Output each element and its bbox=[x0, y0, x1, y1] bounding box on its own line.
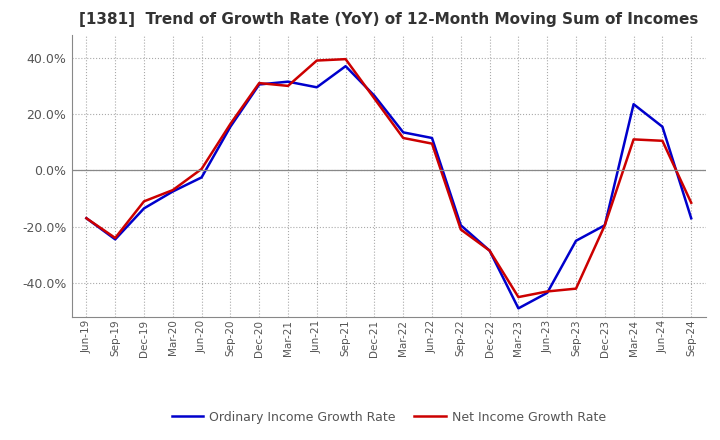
Net Income Growth Rate bbox=[341, 56, 350, 62]
Ordinary Income Growth Rate bbox=[629, 102, 638, 107]
Ordinary Income Growth Rate bbox=[658, 124, 667, 129]
Ordinary Income Growth Rate bbox=[197, 175, 206, 180]
Ordinary Income Growth Rate bbox=[456, 223, 465, 228]
Net Income Growth Rate bbox=[284, 83, 292, 88]
Ordinary Income Growth Rate bbox=[168, 189, 177, 194]
Line: Net Income Growth Rate: Net Income Growth Rate bbox=[86, 59, 691, 297]
Ordinary Income Growth Rate bbox=[226, 124, 235, 129]
Ordinary Income Growth Rate bbox=[255, 82, 264, 87]
Net Income Growth Rate bbox=[543, 289, 552, 294]
Net Income Growth Rate bbox=[658, 138, 667, 143]
Net Income Growth Rate bbox=[82, 216, 91, 221]
Ordinary Income Growth Rate bbox=[111, 237, 120, 242]
Net Income Growth Rate bbox=[687, 200, 696, 205]
Ordinary Income Growth Rate bbox=[82, 216, 91, 221]
Ordinary Income Growth Rate bbox=[485, 248, 494, 253]
Net Income Growth Rate bbox=[456, 227, 465, 232]
Net Income Growth Rate bbox=[168, 187, 177, 193]
Net Income Growth Rate bbox=[399, 136, 408, 141]
Ordinary Income Growth Rate bbox=[370, 93, 379, 99]
Ordinary Income Growth Rate bbox=[341, 63, 350, 69]
Net Income Growth Rate bbox=[255, 81, 264, 86]
Net Income Growth Rate bbox=[197, 166, 206, 172]
Ordinary Income Growth Rate bbox=[543, 290, 552, 296]
Net Income Growth Rate bbox=[629, 137, 638, 142]
Line: Ordinary Income Growth Rate: Ordinary Income Growth Rate bbox=[86, 66, 691, 308]
Net Income Growth Rate bbox=[428, 141, 436, 146]
Ordinary Income Growth Rate bbox=[399, 130, 408, 135]
Net Income Growth Rate bbox=[111, 235, 120, 241]
Ordinary Income Growth Rate bbox=[514, 306, 523, 311]
Title: [1381]  Trend of Growth Rate (YoY) of 12-Month Moving Sum of Incomes: [1381] Trend of Growth Rate (YoY) of 12-… bbox=[79, 12, 698, 27]
Legend: Ordinary Income Growth Rate, Net Income Growth Rate: Ordinary Income Growth Rate, Net Income … bbox=[166, 406, 611, 429]
Ordinary Income Growth Rate bbox=[572, 238, 580, 243]
Net Income Growth Rate bbox=[226, 121, 235, 127]
Net Income Growth Rate bbox=[514, 294, 523, 300]
Ordinary Income Growth Rate bbox=[312, 84, 321, 90]
Net Income Growth Rate bbox=[370, 96, 379, 101]
Net Income Growth Rate bbox=[600, 223, 609, 228]
Net Income Growth Rate bbox=[485, 248, 494, 253]
Ordinary Income Growth Rate bbox=[140, 206, 148, 211]
Ordinary Income Growth Rate bbox=[284, 79, 292, 84]
Net Income Growth Rate bbox=[140, 199, 148, 204]
Ordinary Income Growth Rate bbox=[687, 216, 696, 221]
Net Income Growth Rate bbox=[312, 58, 321, 63]
Ordinary Income Growth Rate bbox=[428, 136, 436, 141]
Net Income Growth Rate bbox=[572, 286, 580, 291]
Ordinary Income Growth Rate bbox=[600, 223, 609, 228]
